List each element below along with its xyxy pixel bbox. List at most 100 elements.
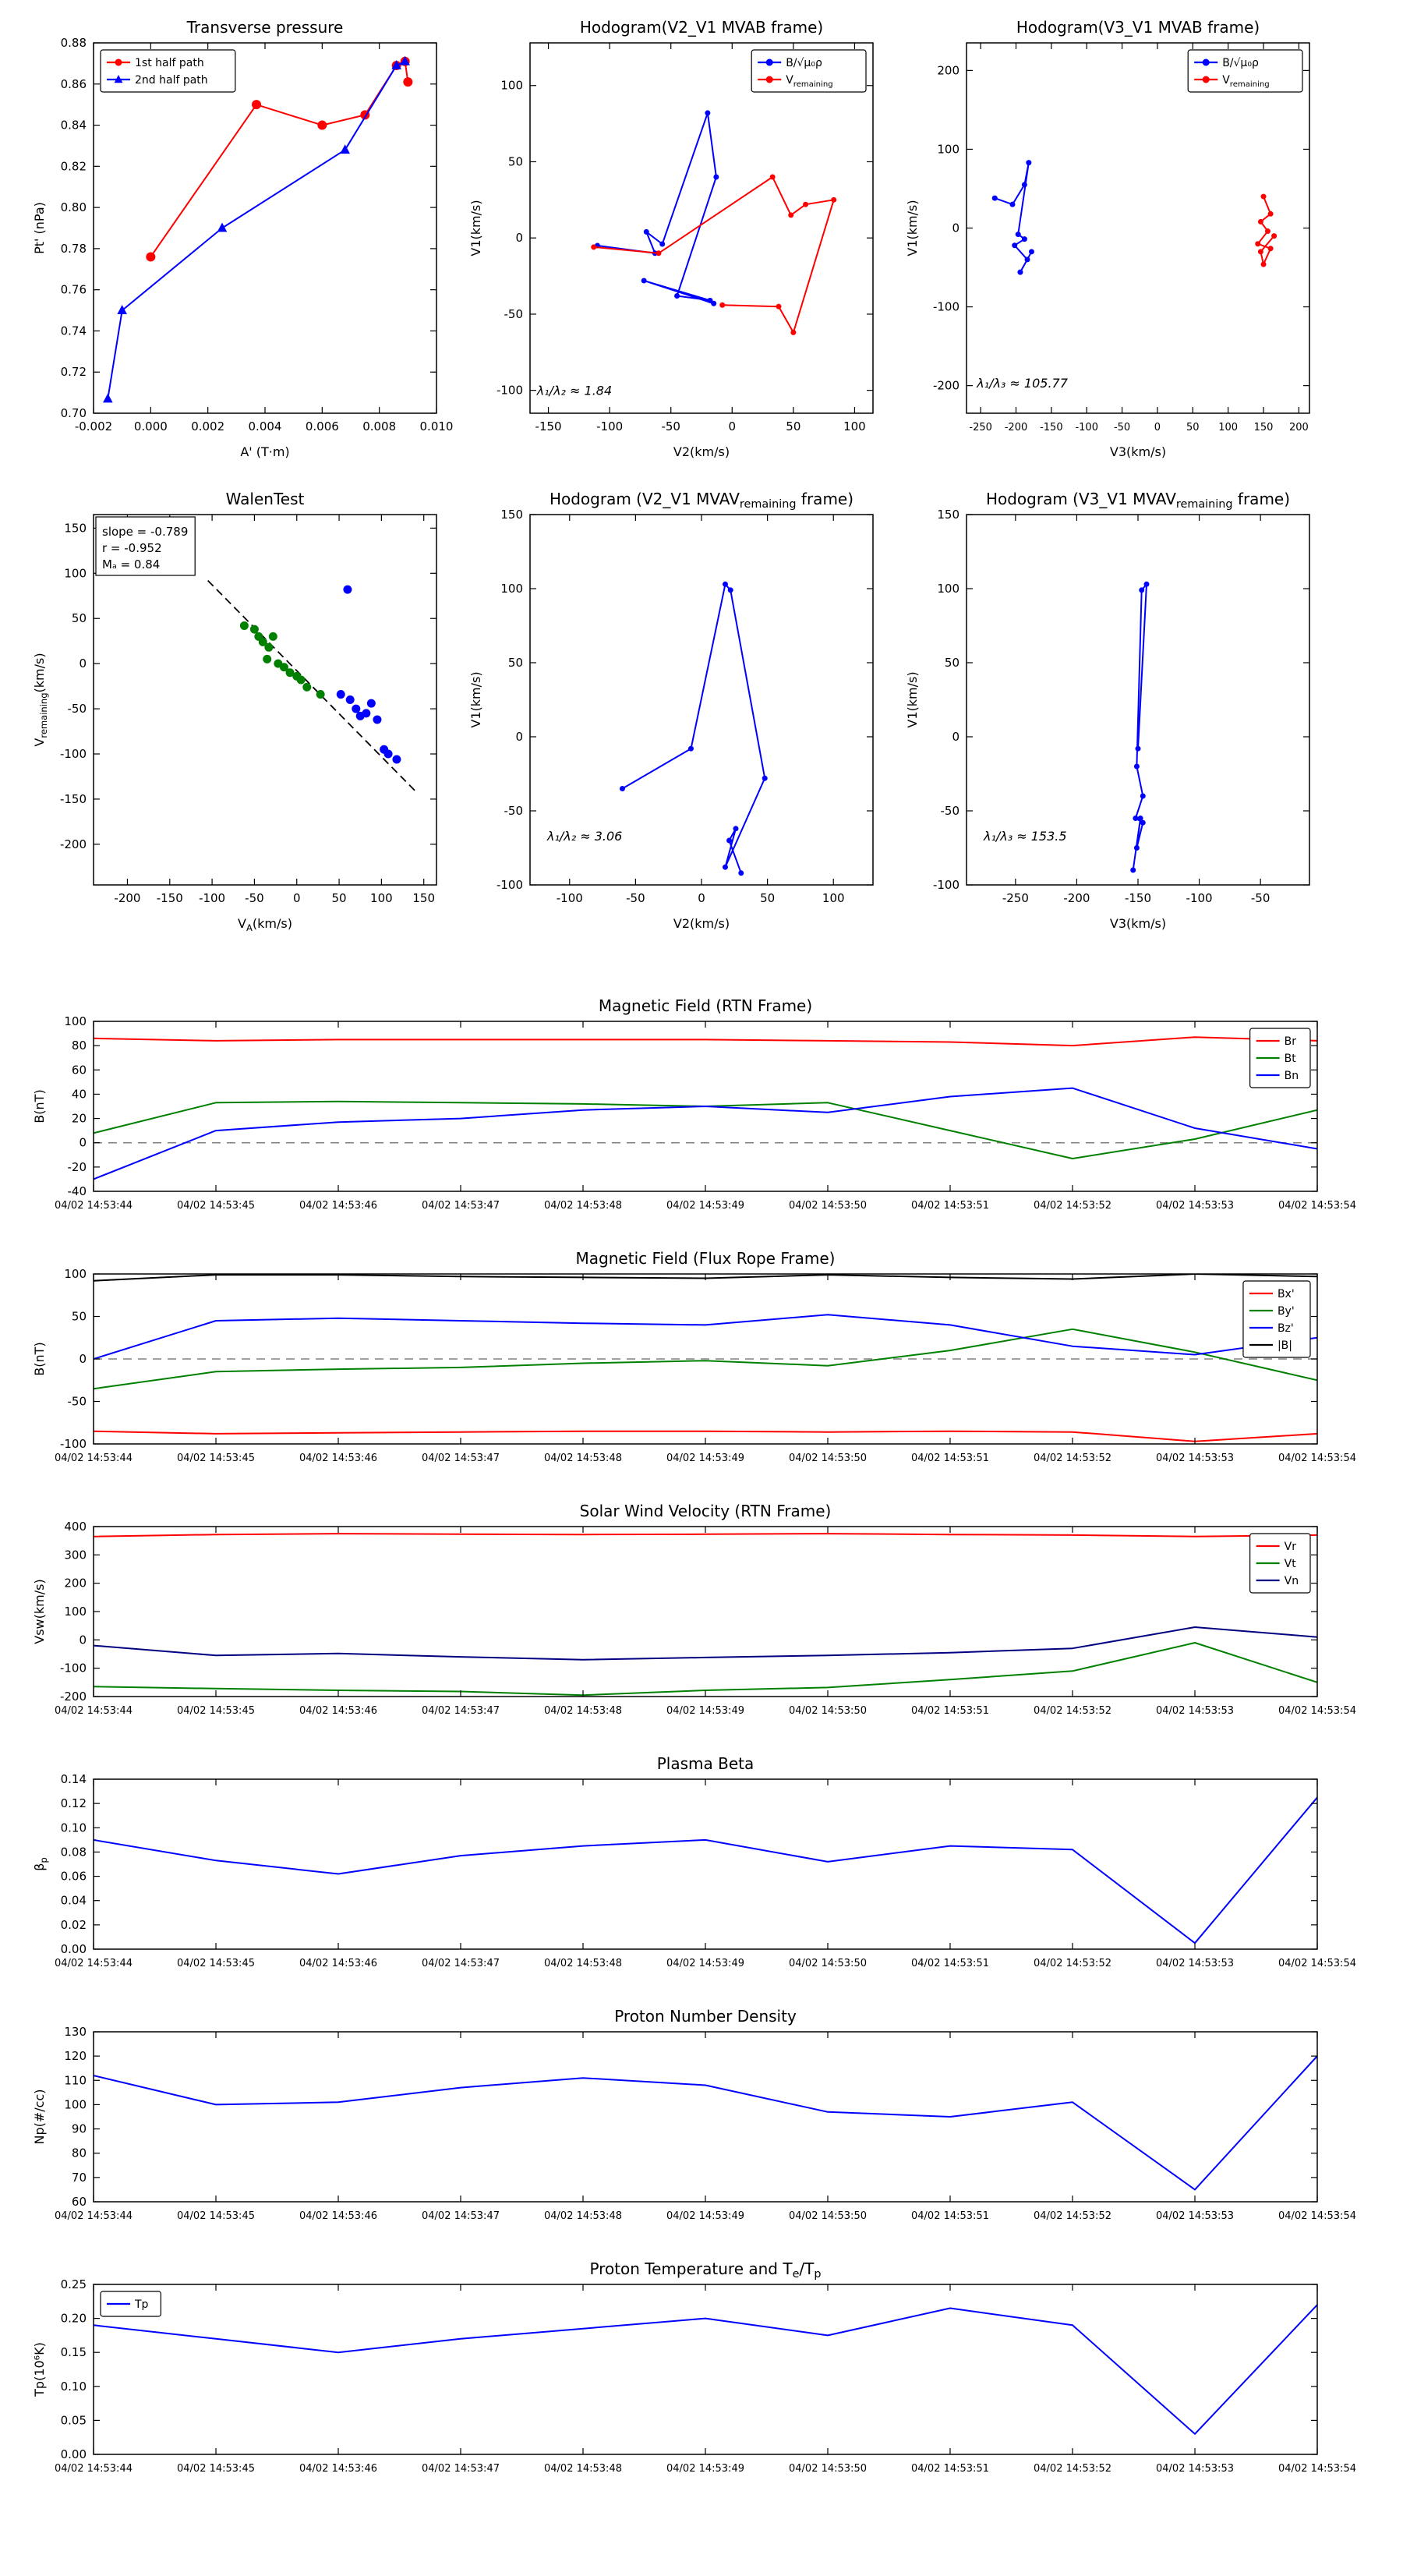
svg-text:04/02 14:53:54: 04/02 14:53:54 [1278,2210,1356,2222]
svg-text:04/02 14:53:46: 04/02 14:53:46 [299,1453,377,1464]
svg-text:04/02 14:53:50: 04/02 14:53:50 [789,1705,867,1717]
svg-text:04/02 14:53:44: 04/02 14:53:44 [55,1705,133,1717]
svg-text:0.02: 0.02 [61,1918,87,1932]
svg-text:04/02 14:53:52: 04/02 14:53:52 [1034,1705,1111,1717]
svg-text:04/02 14:53:45: 04/02 14:53:45 [177,1453,255,1464]
svg-text:50: 50 [508,656,523,670]
svg-text:04/02 14:53:44: 04/02 14:53:44 [55,2463,133,2475]
svg-text:120: 120 [64,2049,87,2063]
svg-text:Vn: Vn [1285,1575,1299,1587]
svg-text:0.004: 0.004 [249,419,282,433]
svg-text:0.010: 0.010 [420,419,454,433]
svg-text:-100: -100 [596,419,623,433]
svg-text:-50: -50 [1251,891,1270,905]
svg-text:04/02 14:53:49: 04/02 14:53:49 [666,1958,744,1969]
svg-text:0: 0 [79,656,87,671]
svg-text:04/02 14:53:44: 04/02 14:53:44 [55,1453,133,1464]
svg-text:0: 0 [698,891,705,905]
svg-text:V1(km/s): V1(km/s) [905,200,920,256]
svg-text:V1(km/s): V1(km/s) [468,671,483,727]
svg-text:04/02 14:53:50: 04/02 14:53:50 [789,2463,867,2475]
svg-text:-100: -100 [557,891,583,905]
svg-text:0: 0 [952,221,959,235]
svg-text:Tp: Tp [134,2298,149,2311]
svg-text:λ₁/λ₂ ≈ 3.06: λ₁/λ₂ ≈ 3.06 [546,829,622,844]
chart-solar-wind-velocity-rtn: 04/02 14:53:44 04/02 14:53:45 04/02 14:53:… [32,1502,1356,1717]
svg-text:slope = -0.789: slope = -0.789 [102,525,188,539]
svg-text:04/02 14:53:47: 04/02 14:53:47 [422,1453,500,1464]
svg-text:0.76: 0.76 [61,283,87,297]
svg-text:-150: -150 [1040,422,1063,433]
svg-text:04/02 14:53:49: 04/02 14:53:49 [666,1453,744,1464]
svg-text:0.15: 0.15 [61,2345,87,2359]
svg-text:0.12: 0.12 [61,1796,87,1810]
svg-text:V1(km/s): V1(km/s) [468,200,483,256]
svg-text:-20: -20 [68,1160,87,1174]
svg-text:-200: -200 [933,379,959,393]
svg-text:150: 150 [1254,422,1274,433]
svg-text:B(nT): B(nT) [32,1089,47,1123]
svg-text:0: 0 [79,1352,87,1366]
svg-text:04/02 14:53:51: 04/02 14:53:51 [911,2463,989,2475]
svg-text:130: 130 [64,2025,87,2039]
svg-text:Np(#/cc): Np(#/cc) [32,2089,47,2145]
svg-text:0.80: 0.80 [61,200,87,214]
svg-text:VA(km/s): VA(km/s) [238,916,292,933]
svg-text:04/02 14:53:54: 04/02 14:53:54 [1278,2463,1356,2475]
svg-text:0: 0 [729,419,737,433]
svg-text:70: 70 [72,2171,87,2185]
svg-text:-100: -100 [1075,422,1098,433]
chart-hodogram-v3v1-mvav: -250 -200 -150 -100 -50 -100 -50 0 50 100 150 Hodog… [905,490,1310,931]
svg-text:Mₐ = 0.84: Mₐ = 0.84 [102,557,160,571]
svg-text:04/02 14:53:53: 04/02 14:53:53 [1156,2463,1234,2475]
svg-text:04/02 14:53:47: 04/02 14:53:47 [422,2463,500,2475]
svg-text:04/02 14:53:48: 04/02 14:53:48 [544,1705,622,1717]
svg-text:04/02 14:53:53: 04/02 14:53:53 [1156,2210,1234,2222]
svg-text:λ₁/λ₃ ≈ 105.77: λ₁/λ₃ ≈ 105.77 [976,376,1069,391]
svg-text:Bt: Bt [1285,1053,1297,1065]
svg-text:0.10: 0.10 [61,1821,87,1835]
svg-text:200: 200 [64,1576,87,1591]
svg-text:50: 50 [945,656,959,670]
svg-text:0.08: 0.08 [61,1845,87,1859]
svg-text:100: 100 [843,419,866,433]
svg-text:Br: Br [1285,1035,1297,1048]
svg-text:V3(km/s): V3(km/s) [1110,444,1166,459]
svg-text:04/02 14:53:51: 04/02 14:53:51 [911,2210,989,2222]
svg-text:04/02 14:53:45: 04/02 14:53:45 [177,1200,255,1212]
svg-text:Bz': Bz' [1278,1322,1294,1335]
svg-text:04/02 14:53:46: 04/02 14:53:46 [299,2210,377,2222]
svg-text:04/02 14:53:53: 04/02 14:53:53 [1156,1705,1234,1717]
svg-text:0: 0 [79,1136,87,1150]
svg-text:Vremaining: Vremaining [1222,74,1269,89]
svg-text:04/02 14:53:52: 04/02 14:53:52 [1034,2210,1111,2222]
svg-text:04/02 14:53:44: 04/02 14:53:44 [55,1200,133,1212]
svg-text:04/02 14:53:46: 04/02 14:53:46 [299,1200,377,1212]
svg-text:40: 40 [72,1087,87,1101]
svg-text:04/02 14:53:45: 04/02 14:53:45 [177,1705,255,1717]
svg-text:04/02 14:53:52: 04/02 14:53:52 [1034,1453,1111,1464]
svg-text:04/02 14:53:52: 04/02 14:53:52 [1034,1958,1111,1969]
svg-text:0.00: 0.00 [61,2447,87,2461]
svg-text:2nd half path: 2nd half path [135,74,208,87]
svg-text:04/02 14:53:44: 04/02 14:53:44 [55,2210,133,2222]
svg-text:04/02 14:53:51: 04/02 14:53:51 [911,1453,989,1464]
svg-text:Transverse pressure: Transverse pressure [186,18,344,37]
svg-text:80: 80 [72,2146,87,2160]
svg-text:B/√μ₀ρ: B/√μ₀ρ [786,57,822,69]
svg-text:200: 200 [1289,422,1309,433]
svg-text:80: 80 [72,1039,87,1053]
svg-text:-50: -50 [1114,422,1130,433]
svg-text:50: 50 [332,891,347,905]
svg-text:Hodogram(V2_V1 MVAB frame): Hodogram(V2_V1 MVAB frame) [580,18,823,37]
svg-text:1st half path: 1st half path [135,57,204,69]
svg-text:-150: -150 [60,792,87,806]
svg-text:100: 100 [64,1267,87,1281]
svg-text:V3(km/s): V3(km/s) [1110,916,1166,931]
svg-text:100: 100 [937,582,959,596]
svg-text:-40: -40 [68,1184,87,1198]
svg-text:50: 50 [1186,422,1200,433]
svg-text:Vremaining(km/s): Vremaining(km/s) [32,653,49,746]
svg-text:Bn: Bn [1285,1070,1299,1082]
svg-text:-100: -100 [60,1437,87,1451]
